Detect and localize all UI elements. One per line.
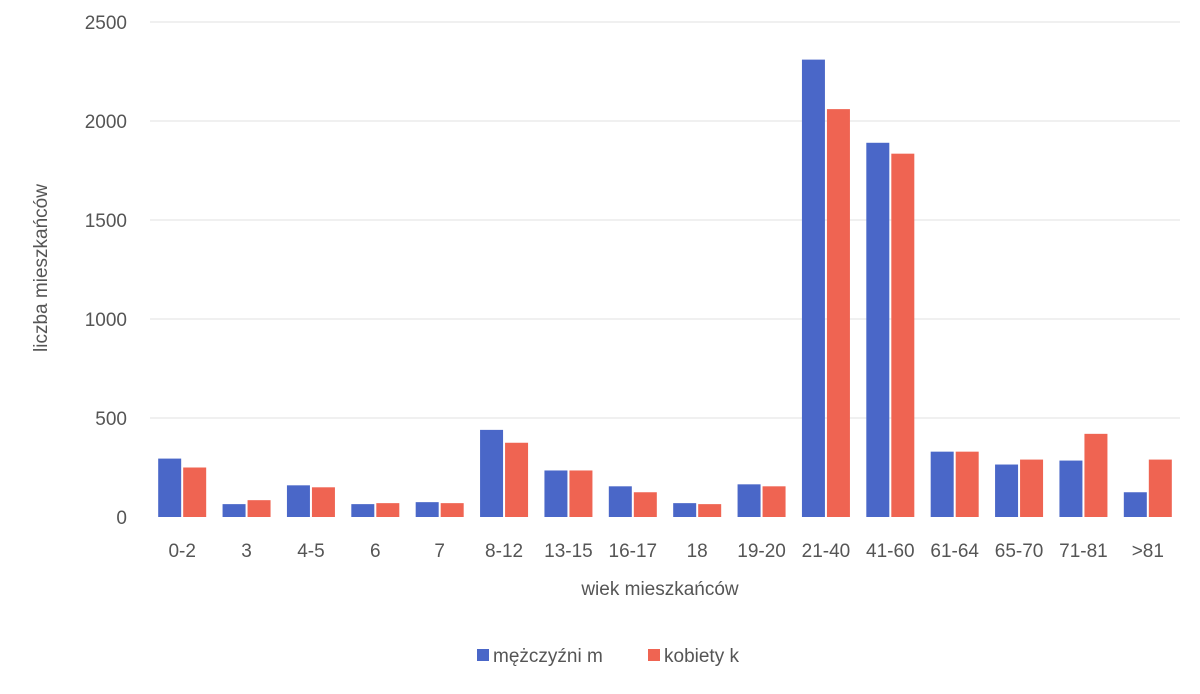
x-tick-label: 41-60 [866,541,915,562]
bar-women-15 [1148,459,1172,517]
bar-women-8 [698,504,722,517]
bar-men-11 [866,142,890,517]
y-tick-label: 2500 [85,13,127,34]
bar-men-13 [995,464,1019,517]
x-axis-title: wiek mieszkańców [580,579,739,600]
legend-label-women: kobiety k [664,646,739,667]
bar-women-13 [1020,459,1044,517]
legend-label-men: mężczyźni m [493,646,603,667]
bar-men-3 [351,504,375,517]
x-axis-ticks: 0-2 3 4-5 6 7 8-12 13-15 16-17 18 19-20 21-40 41-60… [168,541,1163,562]
bar-women-1 [247,500,271,517]
bar-men-6 [544,470,568,517]
y-axis-ticks: 0 500 1000 1500 2000 2500 [85,13,127,529]
x-tick-label: 18 [687,541,708,562]
bar-women-10 [826,109,850,518]
x-tick-label: 71-81 [1059,541,1108,562]
bar-women-5 [505,442,529,517]
bar-men-12 [930,451,954,517]
legend: mężczyźni m kobiety k [477,646,739,667]
bar-women-14 [1084,433,1108,517]
y-tick-label: 0 [116,508,127,529]
bars [158,59,1172,518]
x-tick-label: 21-40 [802,541,851,562]
x-tick-label: 8-12 [485,541,523,562]
bar-women-3 [376,503,400,517]
bar-women-2 [311,487,335,517]
legend-swatch-women [648,649,660,661]
y-tick-label: 1000 [85,310,127,331]
x-tick-label: 7 [434,541,445,562]
bar-women-7 [633,492,657,517]
bar-women-6 [569,470,593,517]
y-tick-label: 1500 [85,211,127,232]
y-tick-label: 500 [95,409,127,430]
y-axis-title: liczba mieszkańców [31,184,52,352]
x-tick-label: 13-15 [544,541,593,562]
x-tick-label: 4-5 [297,541,324,562]
bar-women-9 [762,486,786,517]
x-tick-label: 19-20 [737,541,786,562]
bar-men-7 [608,486,632,517]
legend-swatch-men [477,649,489,661]
bar-men-8 [673,503,697,517]
y-tick-label: 2000 [85,112,127,133]
bar-women-4 [440,503,464,517]
x-tick-label: 3 [241,541,252,562]
x-tick-label: 6 [370,541,381,562]
bar-women-0 [183,467,207,517]
bar-men-0 [158,458,182,517]
bar-men-5 [480,429,504,517]
bar-men-10 [801,59,825,518]
gridlines [150,21,1180,419]
bar-men-1 [222,504,246,517]
bar-men-9 [737,484,761,517]
x-tick-label: 65-70 [995,541,1044,562]
bar-men-4 [415,502,439,517]
bar-men-14 [1059,460,1083,517]
x-tick-label: 0-2 [168,541,195,562]
bar-women-11 [891,153,915,518]
x-tick-label: 61-64 [930,541,979,562]
bar-women-12 [955,451,979,517]
bar-men-15 [1123,492,1147,517]
bar-men-2 [286,485,310,517]
x-tick-label: >81 [1132,541,1164,562]
x-tick-label: 16-17 [609,541,658,562]
